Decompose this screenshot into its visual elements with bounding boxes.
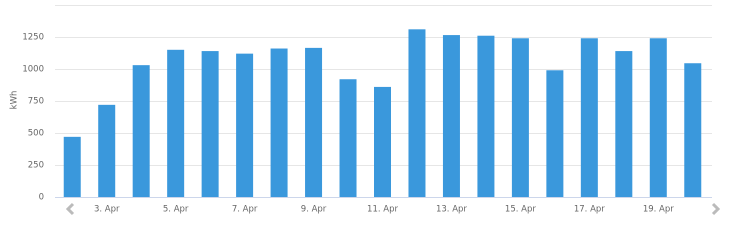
bar [511, 38, 529, 197]
bar [167, 49, 185, 197]
bar [615, 51, 633, 197]
bar [339, 79, 357, 197]
x-tick-label: 11. Apr [367, 205, 398, 215]
bar [270, 48, 288, 197]
x-tick-label: 9. Apr [301, 205, 327, 215]
y-tick-label: 750 [28, 97, 44, 107]
bar [98, 104, 116, 197]
scroll-left[interactable] [65, 202, 75, 216]
bar [408, 29, 426, 197]
y-tick-label: 250 [28, 161, 44, 171]
y-tick-label: 500 [28, 129, 44, 139]
y-tick-label: 1000 [22, 65, 44, 75]
bar [684, 63, 702, 197]
bar [442, 35, 460, 197]
y-tick-label: 0 [39, 193, 44, 203]
x-tick-label: 5. Apr [163, 205, 189, 215]
y-tick-label: 1250 [22, 33, 44, 43]
x-tick-label: 7. Apr [232, 205, 258, 215]
y-axis-label: kWh [10, 91, 20, 110]
x-tick-label: 13. Apr [436, 205, 467, 215]
bar [477, 35, 495, 197]
bar [236, 53, 254, 197]
bar [201, 51, 219, 197]
chart: kWh 0 250 500 750 1000 1250 3. Apr 5. Apr 7. Apr… [10, 5, 721, 216]
bar [546, 70, 564, 197]
bar [580, 38, 598, 197]
x-tick-label: 15. Apr [505, 205, 536, 215]
bar [305, 47, 323, 197]
x-tick-label: 3. Apr [94, 205, 120, 215]
bar [132, 65, 150, 197]
bar [374, 86, 391, 197]
x-tick-label: 19. Apr [643, 205, 674, 215]
bar [63, 136, 81, 197]
scroll-right[interactable] [711, 202, 721, 216]
x-tick-label: 17. Apr [574, 205, 605, 215]
bar [649, 38, 667, 197]
